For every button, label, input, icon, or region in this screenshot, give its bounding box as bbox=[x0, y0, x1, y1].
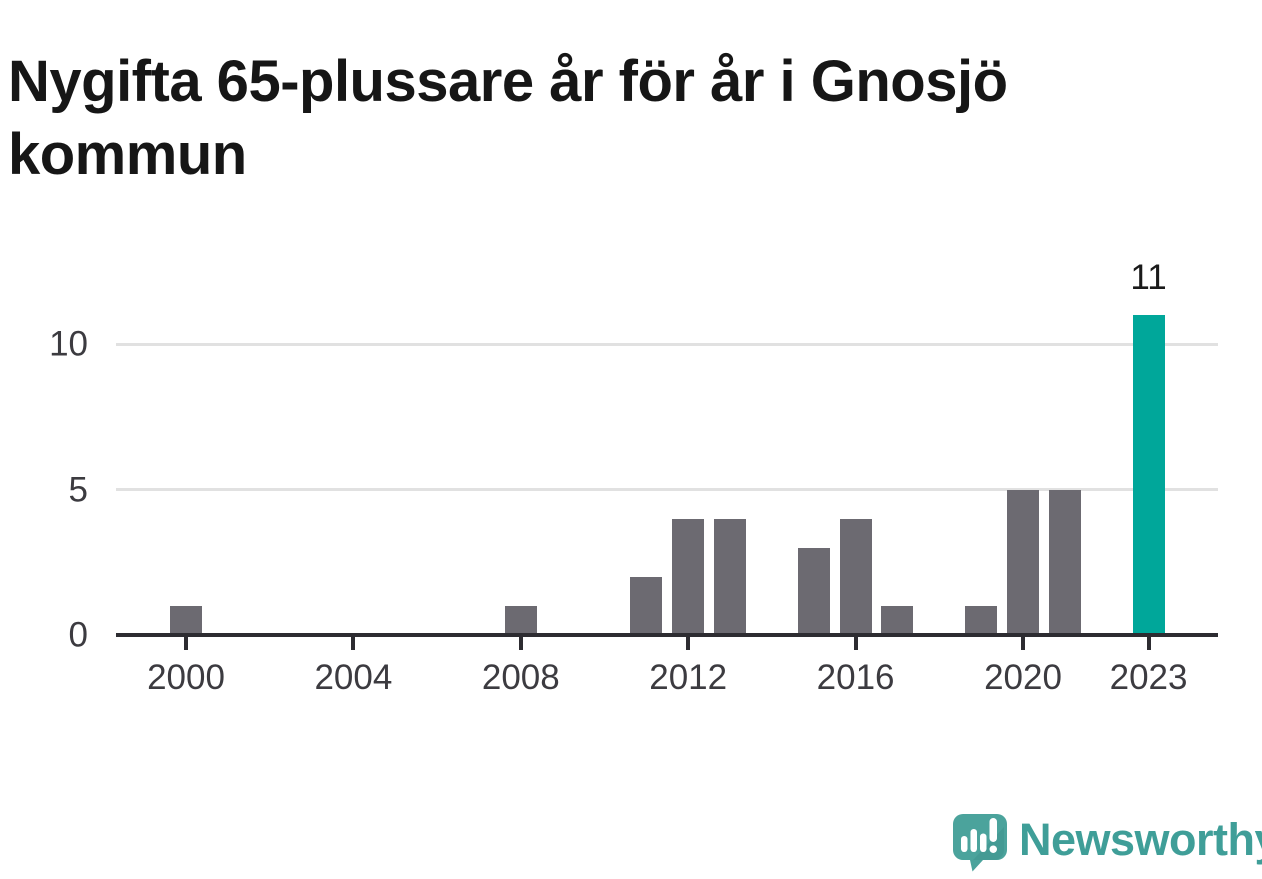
bar-2023 bbox=[1132, 314, 1165, 635]
x-axis-label-2020: 2020 bbox=[984, 658, 1062, 697]
x-tick-2023 bbox=[1146, 635, 1151, 650]
x-axis-label-2000: 2000 bbox=[147, 658, 225, 697]
y-gridline-5 bbox=[116, 488, 1218, 491]
y-gridline-10 bbox=[116, 342, 1218, 346]
page-title: Nygifta 65-plussare år för år i Gnosjö k… bbox=[8, 48, 1008, 187]
x-axis-label-2016: 2016 bbox=[816, 658, 895, 697]
x-tick-2008 bbox=[518, 635, 523, 650]
x-tick-2000 bbox=[184, 635, 188, 650]
bar-2008 bbox=[504, 605, 537, 635]
brand-footer: Newsworthy bbox=[948, 806, 1262, 874]
y-axis-label-5: 5 bbox=[68, 470, 88, 509]
bar-2012 bbox=[672, 518, 705, 635]
x-axis-label-2004: 2004 bbox=[314, 658, 393, 697]
x-tick-2020 bbox=[1021, 635, 1025, 650]
x-axis-label-2008: 2008 bbox=[481, 658, 560, 697]
bar-2019 bbox=[965, 605, 998, 635]
bar-2020 bbox=[1007, 489, 1039, 635]
y-axis-label-0: 0 bbox=[68, 615, 88, 655]
bar-value-annotation: 11 bbox=[1130, 257, 1167, 297]
y-axis-label-10: 10 bbox=[49, 324, 88, 364]
x-tick-2004 bbox=[351, 635, 356, 650]
bar-2000 bbox=[170, 605, 202, 635]
x-axis-label-2012: 2012 bbox=[649, 658, 728, 697]
brand-name: Newsworthy bbox=[1019, 814, 1262, 865]
bar-2016 bbox=[839, 518, 872, 635]
x-tick-2012 bbox=[686, 635, 691, 650]
bar-2011 bbox=[630, 576, 663, 635]
x-axis-label-2023: 2023 bbox=[1109, 658, 1188, 697]
bar-2013 bbox=[714, 518, 747, 635]
bar-2021 bbox=[1048, 489, 1081, 635]
x-tick-2016 bbox=[853, 635, 858, 650]
x-axis-line bbox=[116, 633, 1218, 637]
bar-2015 bbox=[797, 547, 830, 635]
bar-2017 bbox=[881, 605, 914, 635]
newsworthy-logo-icon bbox=[953, 814, 1007, 872]
